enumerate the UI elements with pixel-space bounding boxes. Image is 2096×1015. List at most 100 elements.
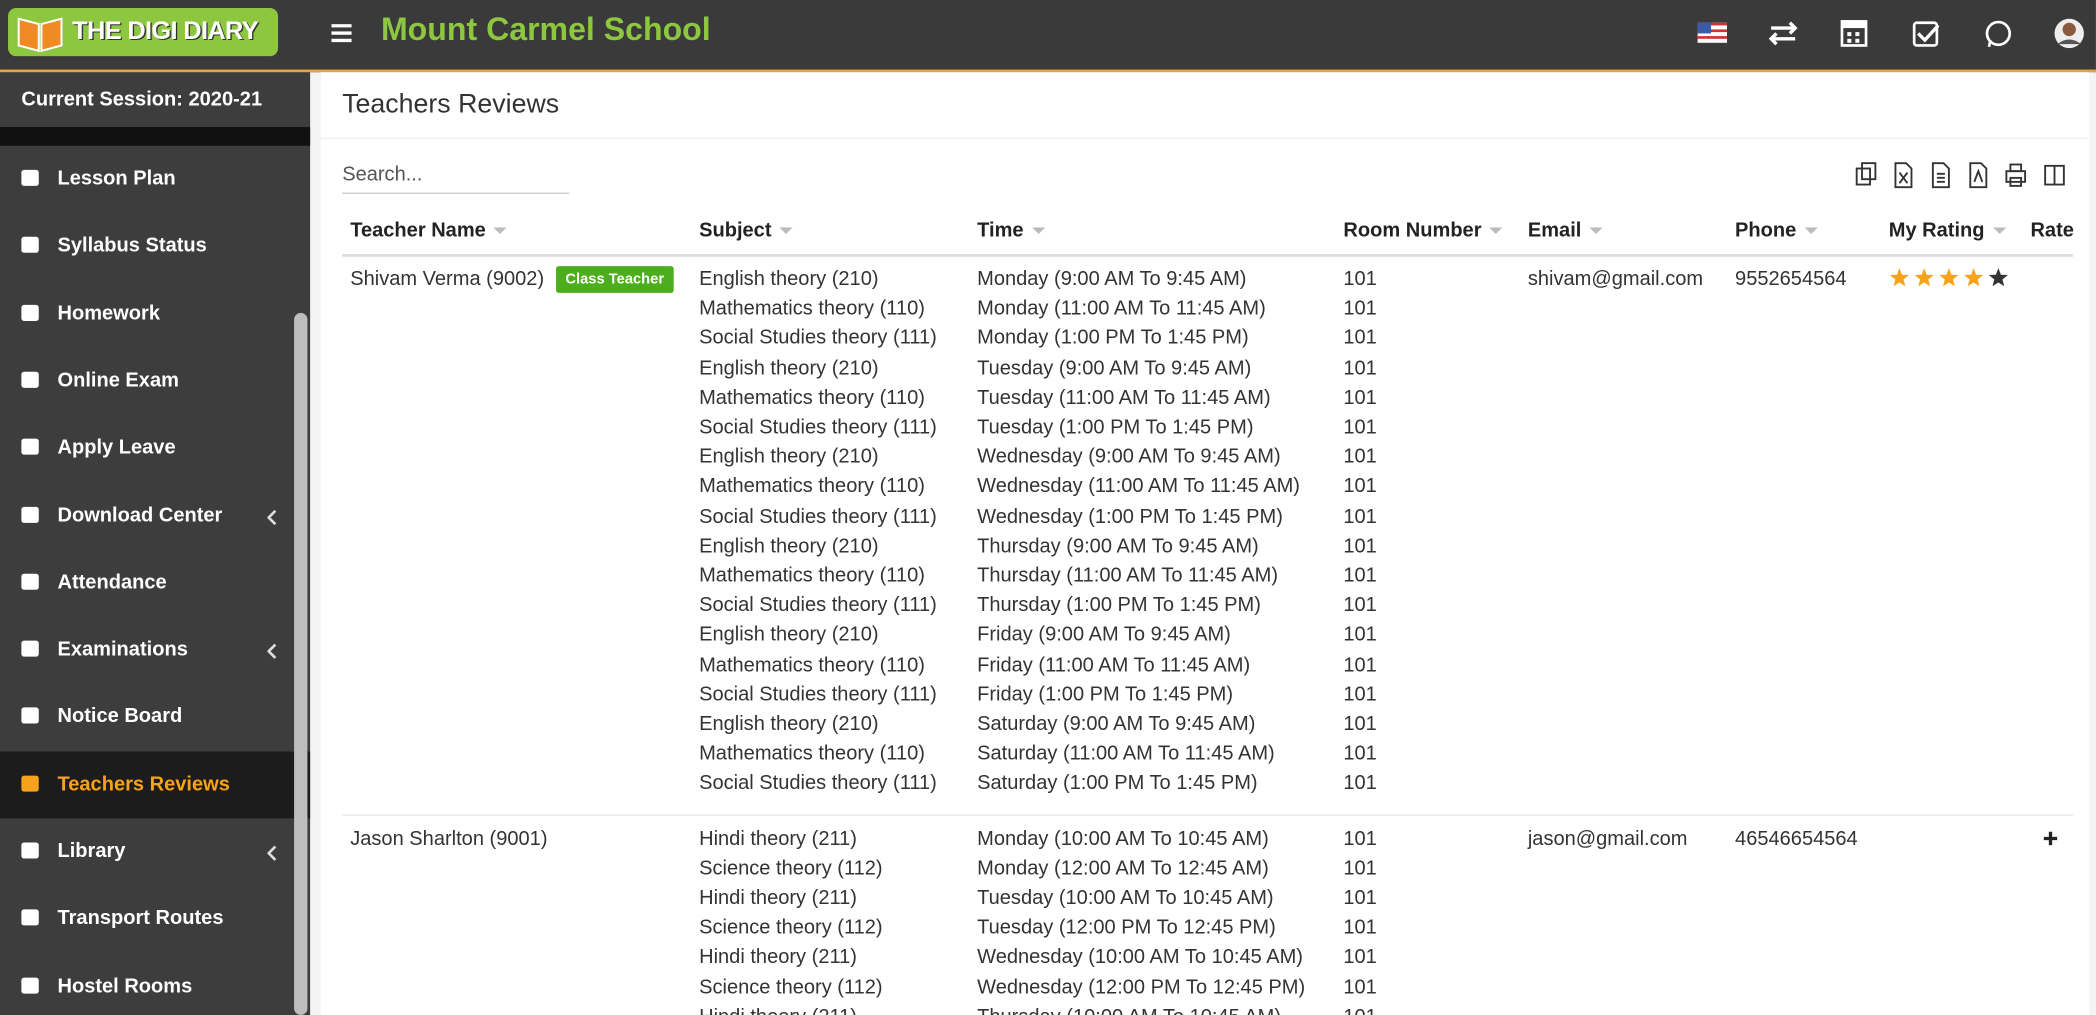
- sort-caret: [1031, 227, 1045, 235]
- time-slot: Wednesday (1:00 PM To 1:45 PM): [977, 504, 1283, 528]
- time-slot: Friday (9:00 AM To 9:45 AM): [977, 623, 1231, 647]
- whatsapp-icon[interactable]: [1985, 20, 2012, 48]
- menu-item[interactable]: Examinations: [0, 617, 310, 684]
- time-slot: Friday (1:00 PM To 1:45 PM): [977, 683, 1234, 706]
- menu-label: Examinations: [57, 638, 188, 661]
- menu-label: Syllabus Status: [57, 234, 207, 258]
- column-label: Time: [977, 219, 1024, 243]
- menu-label: Transport Routes: [57, 907, 224, 930]
- menu-toggle[interactable]: [331, 24, 353, 43]
- column-header[interactable]: Email: [1528, 219, 1603, 242]
- time-slot: Monday (1:00 PM To 1:45 PM): [977, 326, 1249, 350]
- column-header[interactable]: Room Number: [1343, 219, 1503, 242]
- menu-item[interactable]: Hostel Rooms: [0, 953, 310, 1015]
- room-number: 101: [1343, 772, 1377, 795]
- star-filled: [1939, 268, 1959, 287]
- column-header[interactable]: Time: [977, 219, 1045, 242]
- column-header[interactable]: Rate: [2030, 219, 2073, 242]
- subject: Mathematics theory (110): [699, 653, 925, 677]
- header-icons: [1697, 18, 2084, 49]
- time-slot: Wednesday (12:00 PM To 12:45 PM): [977, 975, 1306, 999]
- print-button[interactable]: [2005, 163, 2027, 187]
- room-number: 101: [1343, 475, 1377, 498]
- chevron: [267, 643, 277, 660]
- top-bar: THE DIGI DIARY Mount Carmel School: [0, 0, 2096, 73]
- columns-button[interactable]: [2044, 164, 2065, 186]
- menu-label: Download Center: [57, 503, 223, 527]
- room-number: 101: [1343, 267, 1377, 291]
- menu-icon: [21, 169, 39, 186]
- menu-item[interactable]: Attendance: [0, 549, 310, 616]
- pdf-button[interactable]: [1969, 162, 1988, 189]
- menu-item[interactable]: Transport Routes: [0, 886, 310, 953]
- menu-icon: [21, 775, 39, 792]
- star-filled: [1914, 268, 1934, 287]
- rate-button[interactable]: [2042, 830, 2061, 849]
- subject: Science theory (112): [699, 975, 883, 999]
- subject: Social Studies theory (111): [699, 504, 937, 528]
- subject: English theory (210): [699, 712, 879, 736]
- menu-icon: [21, 438, 39, 455]
- switch-icon[interactable]: [1768, 21, 1798, 46]
- phone: 9552654564: [1735, 267, 1847, 291]
- submenu-chevron: [267, 845, 277, 861]
- room-number: 101: [1343, 975, 1377, 999]
- menu-item[interactable]: Lesson Plan: [0, 146, 310, 213]
- room-number: 101: [1343, 653, 1377, 677]
- scrollbar[interactable]: [294, 312, 308, 1015]
- time-slot: Monday (11:00 AM To 11:45 AM): [977, 297, 1266, 320]
- column-label: Rate: [2030, 219, 2074, 243]
- page-title: Teachers Reviews: [342, 89, 560, 120]
- time-slot: Thursday (11:00 AM To 11:45 AM): [977, 564, 1279, 588]
- room-number: 101: [1343, 945, 1377, 969]
- column-header[interactable]: Teacher Name: [350, 219, 508, 243]
- submenu-chevron: [267, 643, 277, 660]
- language-flag[interactable]: [1697, 22, 1728, 43]
- menu-item[interactable]: Library: [0, 818, 310, 885]
- divider: [0, 127, 311, 146]
- room-number: 101: [1343, 623, 1377, 647]
- column-header[interactable]: Subject: [699, 219, 793, 242]
- subject: Social Studies theory (111): [699, 326, 937, 350]
- room-number: 101: [1343, 683, 1377, 706]
- user-avatar[interactable]: [2054, 18, 2084, 49]
- menu-item[interactable]: Notice Board: [0, 684, 310, 751]
- star-filled: [1889, 268, 1909, 287]
- email: shivam@gmail.com: [1527, 267, 1704, 291]
- excel-button[interactable]: [1894, 162, 1913, 189]
- room-number: 101: [1343, 827, 1377, 850]
- row-border: [342, 813, 2074, 816]
- time-slot: Thursday (9:00 AM To 9:45 AM): [977, 534, 1259, 558]
- task-icon[interactable]: [1912, 21, 1940, 47]
- calendar-icon[interactable]: [1840, 20, 1868, 47]
- sort-icon: [1589, 227, 1603, 235]
- subject: Science theory (112): [699, 856, 883, 880]
- copy-button[interactable]: [1855, 162, 1877, 186]
- menu-item[interactable]: Download Center: [0, 482, 310, 549]
- menu-icon: [21, 506, 39, 523]
- sort-caret: [1992, 227, 2006, 235]
- csv-button[interactable]: [1931, 162, 1950, 189]
- menu-icon: [21, 707, 39, 725]
- column-label: Subject: [699, 219, 772, 243]
- search-input[interactable]: Search...: [342, 163, 570, 194]
- menu-item[interactable]: Apply Leave: [0, 415, 310, 482]
- sort-caret: [1804, 227, 1818, 235]
- submenu-chevron: [267, 509, 277, 525]
- column-label: Teacher Name: [350, 219, 486, 243]
- column-header[interactable]: My Rating: [1889, 219, 2006, 242]
- subject: Social Studies theory (111): [699, 772, 937, 795]
- time-slot: Saturday (1:00 PM To 1:45 PM): [977, 772, 1258, 795]
- menu-item[interactable]: Teachers Reviews: [0, 751, 311, 819]
- phone: 46546654564: [1735, 827, 1858, 850]
- time-slot: Wednesday (9:00 AM To 9:45 AM): [977, 445, 1281, 469]
- menu-item[interactable]: Homework: [0, 280, 310, 347]
- menu-item[interactable]: Online Exam: [0, 348, 310, 415]
- star-empty: [1988, 268, 2008, 287]
- column-header[interactable]: Phone: [1735, 219, 1818, 242]
- teacher-name: Jason Sharlton (9001): [350, 827, 548, 850]
- menu-item[interactable]: Syllabus Status: [0, 213, 310, 280]
- export-buttons: [1855, 162, 2065, 189]
- time-slot: Thursday (1:00 PM To 1:45 PM): [977, 594, 1261, 617]
- logo-icon: [17, 17, 63, 53]
